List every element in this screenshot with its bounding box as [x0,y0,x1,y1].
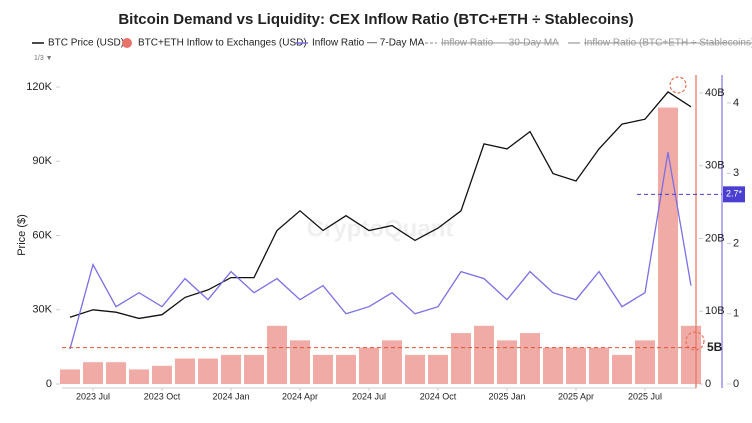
inflow-bar [612,354,632,384]
y3ticks-label: 3 [733,167,739,179]
y-axis-label: Price ($) [16,214,28,256]
inflow-bar [428,354,448,384]
x-tick-label: 2024 Jan [212,391,249,401]
series-line [69,91,692,320]
series-line [69,152,692,350]
inflow-bar [497,340,517,384]
inflow-bar [290,340,310,384]
highlight-circle [669,76,687,94]
threshold-label: 5B [707,340,723,354]
inflow-bar [382,340,402,384]
inflow-bar [106,362,126,384]
legend-swatch [122,38,132,48]
legend-label[interactable]: BTC+ETH Inflow to Exchanges (USD) [138,38,307,49]
x-tick-label: 2025 Jan [488,391,525,401]
inflow-bar [405,354,425,384]
y2ticks-label: 30B [705,160,725,172]
inflow-bar [129,369,149,384]
x-tick-label: 2024 Apr [282,391,318,401]
inflow-bar [175,358,195,384]
legend-label[interactable]: Inflow Ratio — 7-Day MA [312,38,425,49]
yticks-label: 120K [26,81,52,93]
yticks-label: 60K [32,229,52,241]
inflow-bar [83,362,103,384]
inflow-bar [60,369,80,384]
y3ticks-label: 0 [733,378,739,390]
y3ticks-label: 4 [733,97,739,109]
inflow-bar [589,347,609,384]
x-tick-label: 2025 Apr [558,391,594,401]
x-tick-label: 2024 Jul [352,391,386,401]
inflow-bar [635,340,655,384]
yticks-label: 90K [32,155,52,167]
inflow-bar [474,325,494,384]
y3ticks-label: 2 [733,237,739,249]
inflow-bar [451,333,471,384]
yticks-label: 0 [46,378,52,390]
inflow-bar [520,333,540,384]
inflow-bar [681,325,701,384]
x-tick-label: 2023 Jul [76,391,110,401]
inflow-bar [267,325,287,384]
y2ticks-label: 10B [705,305,725,317]
legend-label[interactable]: Inflow Ratio (BTC+ETH ÷ Stablecoins) [584,38,752,49]
inflow-bar [566,347,586,384]
inflow-bar [336,354,356,384]
y2ticks-label: 40B [705,87,725,99]
inflow-bar [198,358,218,384]
x-tick-label: 2024 Oct [420,391,457,401]
inflow-bar [221,354,241,384]
inflow-bar [313,354,333,384]
inflow-bar [152,365,172,384]
x-tick-label: 2023 Oct [144,391,181,401]
inflow-bar [244,354,264,384]
yticks-label: 30K [32,304,52,316]
chart-title: Bitcoin Demand vs Liquidity: CEX Inflow … [118,11,633,28]
threshold-badge [723,186,745,203]
watermark: CryptoQuant [307,215,454,242]
threshold-label: 2.7* [726,189,743,199]
inflow-bar [658,107,678,385]
inflow-bar [359,347,379,384]
inflow-bar [543,347,563,384]
legend-label[interactable]: BTC Price (USD) [48,38,124,49]
y2ticks-label: 0 [705,378,711,390]
legend-page[interactable]: 1/3 ▼ [34,55,53,62]
y2ticks-label: 20B [705,232,725,244]
legend-label[interactable]: Inflow Ratio — 30-Day MA [441,38,559,49]
y3ticks-label: 1 [733,308,739,320]
x-tick-label: 2025 Jul [628,391,662,401]
